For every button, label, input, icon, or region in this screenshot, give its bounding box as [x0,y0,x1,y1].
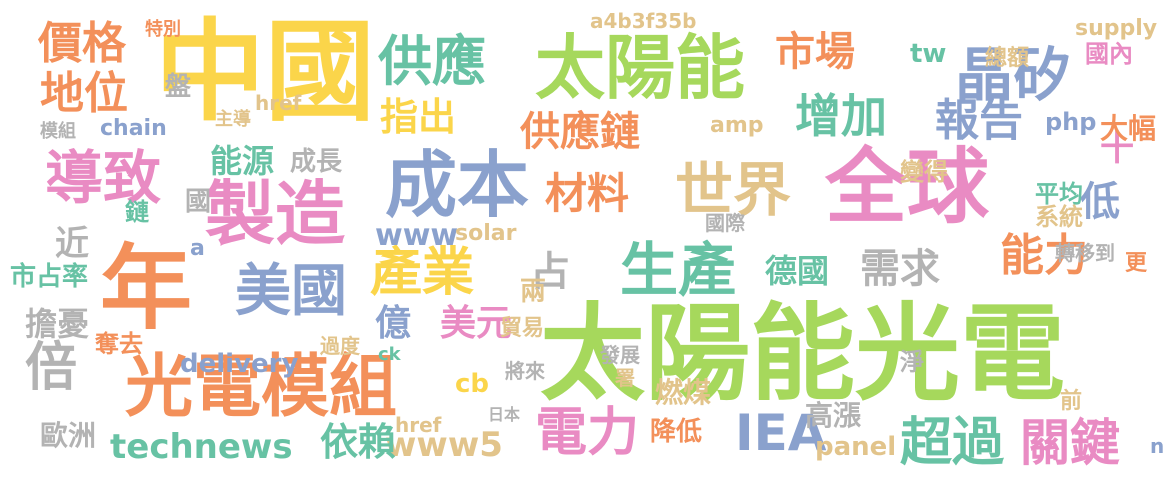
cloud-word: 光電模組 [125,348,397,427]
cloud-word: 世界 [675,156,791,224]
cloud-word: 發展 [599,343,640,367]
cloud-word: 轉移到 [1055,241,1115,265]
cloud-word: chain [100,116,167,141]
cloud-word: a4b3f35b [590,9,697,33]
cloud-word: 供應鏈 [520,109,640,155]
cloud-word: 德國 [765,252,829,290]
cloud-word: 報告 [935,95,1023,146]
cloud-word: 電力 [535,403,639,463]
cloud-word: 價格 [37,18,127,69]
cloud-word: 將來 [505,359,545,383]
cloud-word: 前 [1060,388,1082,414]
cloud-word: delivery [180,349,298,379]
cloud-word: 淨 [900,348,924,376]
cloud-word: supply [1075,16,1157,41]
cloud-word: 生產 [620,236,736,304]
cloud-word: 兩 [520,277,546,307]
cloud-word: 主導 [215,108,251,130]
cloud-word: 更 [1125,251,1148,276]
cloud-word: 國 [185,187,211,217]
cloud-word: 國際 [705,211,746,235]
cloud-word: 關鍵 [1020,414,1120,472]
cloud-word: a [190,236,205,261]
cloud-word: 太陽能光電 [540,293,1065,415]
cloud-word: href [255,91,302,115]
cloud-word: 日本 [488,405,520,424]
cloud-word: 成本 [385,143,529,227]
cloud-word: technews [110,427,293,467]
cloud-word: www5 [385,425,503,465]
cloud-word: 過度 [320,334,361,358]
cloud-word: 太陽能 [535,27,745,109]
cloud-word: 高漲 [805,399,862,432]
cloud-word: 材料 [545,169,629,218]
cloud-word: IEA [735,404,827,462]
cloud-word: tw [910,39,946,69]
cloud-word: 貿易 [500,316,544,341]
cloud-word: www [375,218,458,253]
cloud-word: 產業 [370,243,474,303]
cloud-word: 倍 [25,338,77,398]
cloud-word: 署 [615,366,635,390]
cloud-word: 燃煤 [655,376,711,409]
cloud-word: 平均 [1035,180,1083,208]
cloud-word: 擔憂 [25,305,89,343]
cloud-word: 占 [530,249,570,295]
cloud-word: 模組 [40,120,76,142]
cloud-word: 鏈 [125,198,149,226]
cloud-word: amp [710,113,764,138]
cloud-word: panel [815,432,896,462]
cloud-word: solar [455,221,517,246]
cloud-word: 總額 [985,45,1029,71]
cloud-word: 盤 [165,72,192,102]
cloud-word: 系統 [1035,203,1083,231]
cloud-word: 年 [100,235,192,342]
cloud-word: 地位 [40,68,128,119]
cloud-word: 需求 [860,246,940,292]
cloud-word: 特別 [145,18,181,40]
cloud-word: 美元 [440,303,512,344]
cloud-word: 晶矽 [955,41,1071,109]
cloud-word: 中國 [155,8,375,136]
cloud-word: 奪去 [95,330,143,358]
cloud-word: 近 [55,224,89,264]
cloud-word: 億 [375,303,411,344]
cloud-word: 美國 [235,259,347,324]
cloud-word: 歐洲 [40,419,96,452]
cloud-word: 大幅 [1100,112,1156,145]
cloud-word: 超過 [900,413,1005,473]
cloud-word: 變得 [900,158,948,186]
cloud-word: 指出 [380,95,456,139]
cloud-word: 國內 [1085,40,1133,68]
cloud-word: php [1045,108,1096,136]
cloud-word: 依賴 [320,420,396,464]
cloud-word: ck [378,344,402,365]
cloud-word: n [1150,434,1164,458]
cloud-word: 導致 [45,144,161,212]
cloud-word: 能源 [210,142,274,180]
cloud-word: 十 [1100,129,1134,169]
cloud-word: 供應 [378,30,486,93]
cloud-word: 能力 [1000,230,1088,281]
cloud-word: 降低 [650,417,702,447]
cloud-word: 市場 [775,29,855,75]
cloud-word: href [395,413,442,437]
cloud-word: 低 [1080,179,1120,225]
cloud-word: 製造 [205,173,345,255]
cloud-word: 市占率 [10,261,88,292]
cloud-word: cb [455,369,489,399]
cloud-word: 增加 [795,89,887,143]
cloud-word: 全球 [824,140,990,235]
cloud-word: 成長 [290,147,343,177]
